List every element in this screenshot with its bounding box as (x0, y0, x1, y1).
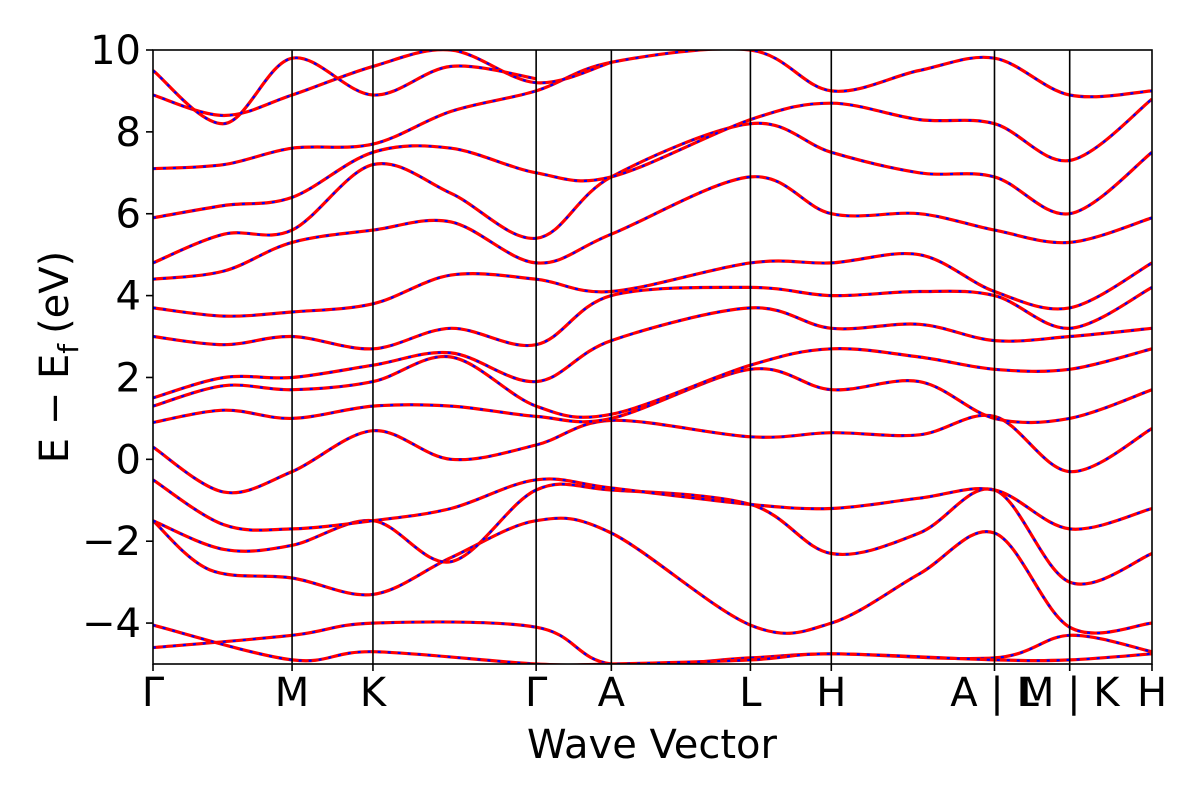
x-tick-label: M (275, 670, 310, 716)
y-tick-label: −2 (82, 519, 141, 565)
plot-frame (152, 49, 1153, 665)
x-tick-label: L (739, 670, 762, 716)
band-5-blue (153, 414, 1152, 494)
x-axis-label: Wave Vector (527, 722, 778, 768)
x-tick-label: A (598, 670, 626, 716)
high-symmetry-lines (291, 50, 1071, 664)
band-14-red (153, 50, 1152, 171)
x-tick-label: A | L (950, 670, 1039, 716)
x-axis-ticks: Γ M K Γ A L H A | LM | K H (142, 664, 1167, 716)
y-axis-label-main: E − E (32, 354, 78, 464)
band-2-red (153, 516, 1152, 635)
band-3-red (153, 482, 1152, 586)
y-axis-label-subscript: f (52, 343, 85, 354)
bands-layer (153, 50, 1152, 664)
y-tick-label: 6 (116, 192, 141, 238)
y-tick-label: 4 (116, 274, 141, 320)
band-13-blue (153, 98, 1152, 219)
band-2-blue (153, 517, 1152, 635)
band-4-red (153, 477, 1152, 532)
y-tick-label: −4 (82, 601, 141, 647)
x-tick-label: M | K (1020, 670, 1121, 716)
band-7-red (153, 346, 1152, 419)
x-tick-label: Γ (525, 670, 548, 716)
x-tick-label: K (360, 670, 388, 716)
band-11-blue (153, 175, 1152, 281)
band-8-blue (153, 306, 1152, 399)
band-7-blue (153, 347, 1152, 419)
band-16-red (153, 56, 537, 126)
y-tick-label: 10 (90, 28, 141, 74)
band-3-blue (153, 483, 1152, 586)
y-axis-ticks: −4 −2 0 2 4 6 8 10 (82, 28, 153, 647)
band-14-blue (153, 50, 1152, 170)
band-0-red (153, 620, 1152, 664)
y-tick-label: 8 (116, 110, 141, 156)
band-6-blue (153, 367, 1152, 424)
band-1-blue (153, 624, 1152, 664)
band-4-blue (153, 477, 1152, 532)
y-tick-label: 0 (116, 437, 141, 483)
x-tick-label: Γ (142, 670, 165, 716)
band-10-red (153, 251, 1152, 318)
x-tick-label: H (816, 670, 846, 716)
band-5-red (153, 413, 1152, 495)
x-tick-label: H (1137, 670, 1167, 716)
band-15-blue (153, 50, 612, 117)
y-axis-label: E − Ef (eV) (32, 251, 85, 464)
band-1-red (153, 623, 1152, 664)
y-axis-label-unit: (eV) (32, 251, 78, 334)
band-13-red (153, 97, 1152, 220)
y-tick-label: 2 (116, 355, 141, 401)
band-8-red (153, 306, 1152, 400)
